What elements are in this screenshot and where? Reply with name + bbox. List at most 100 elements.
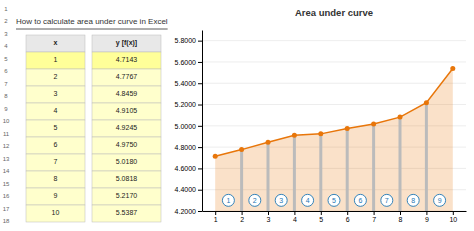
annotation-circle [328,194,340,206]
annotation-circle [302,194,314,206]
y-tick-mark [198,41,202,42]
table-cell [92,205,161,222]
table-cell-text: 6 [54,141,58,148]
y-tick-label: 4.6000 [175,165,197,172]
point [450,66,455,71]
divider-bar [372,124,375,211]
row-number: 13 [3,156,10,162]
x-tick-mark [294,211,295,215]
y-tick-mark [198,105,202,106]
table-cell [26,205,85,222]
y-tick: 5.8000 [175,37,202,44]
x-tick-label: 2 [240,216,244,223]
x-tick-mark [321,211,322,215]
annotation-text: 6 [358,197,362,204]
table-header-text: y [f(x)] [116,39,137,47]
divider-bar [346,128,349,211]
line [215,68,453,156]
y-tick: 4.8000 [175,144,202,151]
row-number: 11 [3,131,10,137]
table-cell [26,52,85,69]
x-tick: 8 [399,211,403,223]
row-number: 8 [4,93,8,99]
table-cell-text: 8 [54,175,58,182]
table-cell-text: 3 [54,90,58,97]
table-cell-text: 5.5387 [116,209,138,216]
table-cell-text: 5.0180 [116,158,138,165]
point [213,154,218,159]
table-header-cell [26,35,85,52]
row-number: 15 [3,181,10,187]
x-tick-label: 6 [346,216,350,223]
x-tick: 7 [372,211,376,223]
table-cell-text: 4.7767 [116,73,138,80]
annotation-circle [275,194,287,206]
table-cell-text: 10 [52,209,60,216]
table-cell [92,86,161,103]
table-header-text: x [54,39,58,46]
point [398,115,403,120]
x-tick-label: 8 [399,216,403,223]
chart: 123456789101112131415161718How to calcul… [0,0,474,231]
table-cell [92,171,161,188]
plot [213,66,456,211]
y-tick: 5.2000 [175,101,202,108]
x-tick: 6 [346,211,350,223]
table-cell-text: 2 [54,73,58,80]
table-cell [26,103,85,120]
table-cell-text: 4.9750 [116,141,138,148]
divider-bar [240,150,243,211]
divider-bar [399,117,402,211]
x-tick-label: 5 [319,216,323,223]
row-numbers: 123456789101112131415161718 [3,6,10,225]
row-number: 7 [4,81,8,87]
point [266,140,271,145]
row-number: 3 [4,31,8,37]
annotation-text: 1 [226,197,230,204]
table: xy [f(x)]14.714324.776734.845944.910554.… [26,35,161,222]
divider-bar [267,142,270,211]
table-cell [92,103,161,120]
annotations: 123456789 [222,194,445,206]
table-cell-text: 4.8459 [116,90,138,97]
x-tick: 9 [425,211,429,223]
y-tick-mark [198,211,202,212]
x-tick-mark [215,211,216,215]
table-cell-text: 5 [54,124,58,131]
row-number: 9 [4,106,8,112]
x-tick-label: 10 [449,216,457,223]
y-tick-label: 4.4000 [175,186,197,193]
table-cell [26,137,85,154]
grid-line [202,40,466,41]
table-cell [92,137,161,154]
annotation-text: 5 [332,197,336,204]
table-cell [92,154,161,171]
table-cell [92,69,161,86]
annotation-circle [381,194,393,206]
x-tick-mark [347,211,348,215]
table-cell-text: 4.9245 [116,124,138,131]
y-tick-label: 5.8000 [175,37,197,44]
title: Area under curve [295,7,373,18]
y-tick: 4.4000 [175,186,202,193]
point [345,126,350,131]
point [371,121,376,126]
table-cell-text: 7 [54,158,58,165]
annotation-text: 4 [306,197,310,204]
x-tick-mark [453,211,454,215]
x-tick-mark [400,211,401,215]
table-cell-text: 4 [54,107,58,114]
table-cell [92,120,161,137]
point [424,100,429,105]
table-cell [26,171,85,188]
x-tick-mark [268,211,269,215]
y-tick-mark [198,190,202,191]
row-number: 5 [4,56,8,62]
row-number: 1 [4,6,8,12]
annotation-text: 7 [385,197,389,204]
row-number: 6 [4,68,8,74]
table-cell [26,69,85,86]
x-tick: 3 [267,211,271,223]
table-cell-text: 5.2170 [116,192,138,199]
divider-bar [425,103,428,211]
